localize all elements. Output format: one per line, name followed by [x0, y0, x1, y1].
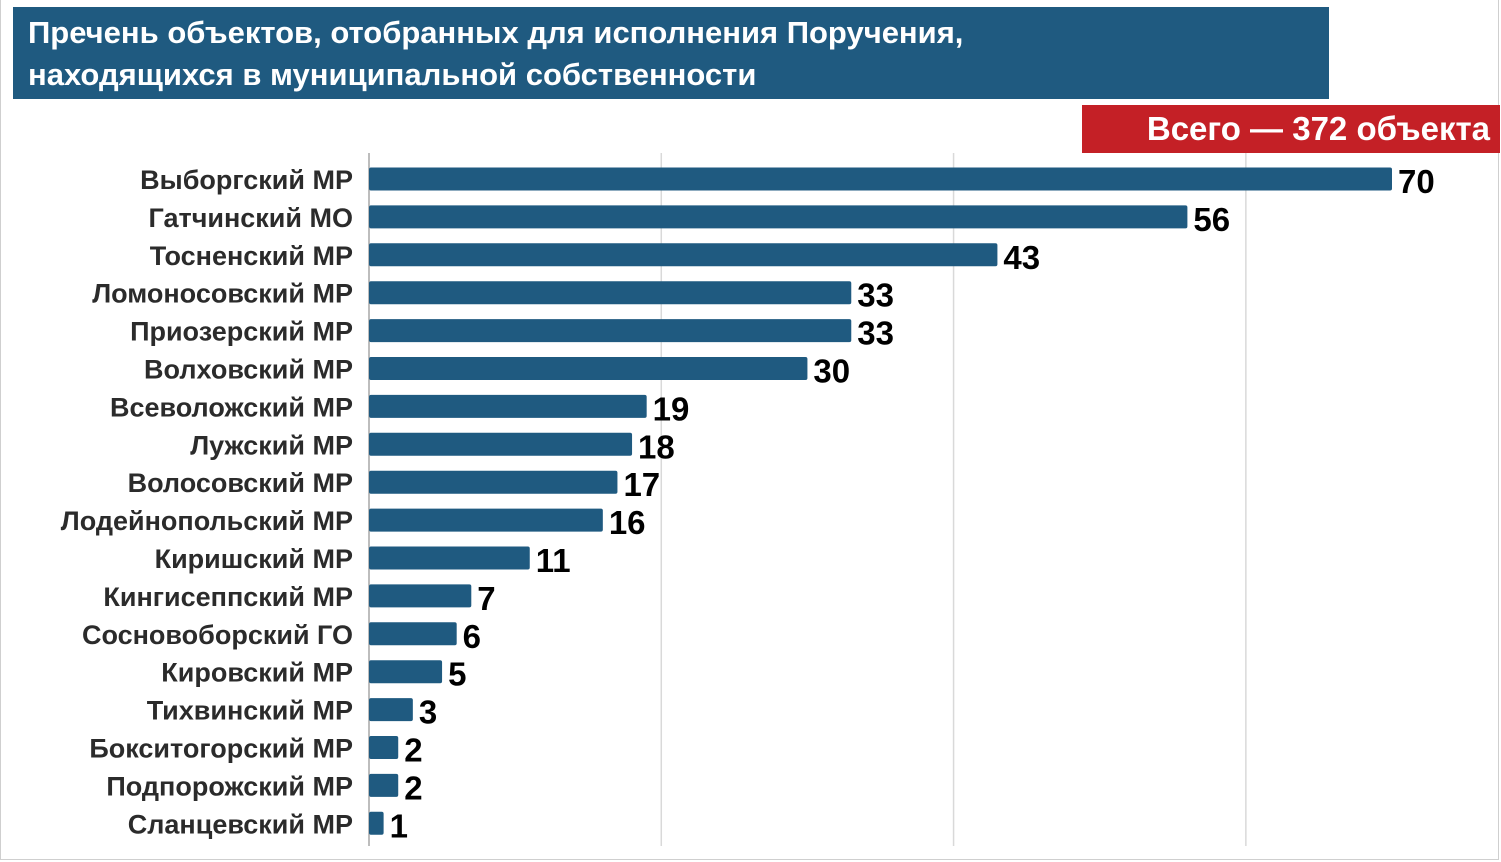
bar	[369, 736, 399, 759]
category-label: Подпорожский МР	[106, 771, 353, 801]
value-label: 6	[463, 618, 481, 655]
category-label: Тихвинский МР	[147, 696, 353, 726]
category-label: Сосновоборский ГО	[82, 620, 353, 650]
category-label: Кировский МР	[161, 658, 353, 688]
category-label: Киришский МР	[155, 544, 353, 574]
category-label: Бокситогорский МР	[89, 734, 353, 764]
title-banner: Пречень объектов, отобранных для исполне…	[13, 7, 1329, 99]
bar	[369, 281, 852, 305]
bar	[369, 773, 399, 797]
value-label: 19	[653, 390, 690, 427]
bar	[369, 357, 808, 380]
bar	[369, 811, 384, 835]
category-label: Гатчинский МО	[149, 203, 354, 233]
page-title-line-1: Пречень объектов, отобранных для исполне…	[28, 15, 964, 50]
total-count-badge: Всего — 372 объекта	[1082, 105, 1500, 153]
category-label: Лодейнопольский МР	[61, 506, 353, 536]
value-label: 16	[609, 504, 646, 541]
value-label: 33	[857, 277, 894, 314]
category-label: Кингисеппский МР	[103, 582, 353, 612]
value-label: 18	[638, 428, 675, 465]
bar	[369, 508, 603, 532]
value-label: 11	[536, 542, 571, 579]
bar	[369, 432, 633, 456]
value-label: 30	[813, 353, 850, 390]
bar	[369, 584, 472, 608]
value-label: 7	[477, 580, 495, 617]
page-title-line-2: находящихся в муниципальной собственност…	[28, 57, 757, 92]
bar	[369, 319, 852, 343]
bar	[369, 660, 443, 684]
category-label: Всеволожский МР	[110, 392, 353, 422]
value-label: 33	[857, 315, 894, 352]
bar	[369, 698, 413, 722]
value-label: 17	[623, 466, 660, 503]
value-label: 43	[1003, 239, 1040, 276]
bar	[369, 622, 457, 646]
bar	[369, 546, 530, 570]
value-label: 2	[404, 769, 422, 806]
bar	[369, 470, 618, 494]
category-label: Волосовский МР	[128, 468, 353, 498]
value-label: 5	[448, 656, 466, 693]
category-label: Ломоносовский МР	[92, 279, 353, 309]
value-label: 1	[390, 807, 408, 844]
category-label: Выборгский МР	[140, 165, 353, 195]
category-label: Волховский МР	[144, 355, 353, 385]
bar	[369, 167, 1392, 191]
value-label: 3	[419, 694, 437, 731]
category-label: Лужский МР	[190, 430, 353, 460]
value-label: 2	[404, 732, 422, 769]
category-label: Приозерский МР	[130, 317, 353, 347]
bar	[369, 205, 1188, 229]
value-label: 70	[1398, 163, 1435, 200]
category-label: Сланцевский МР	[128, 809, 353, 839]
bar	[369, 243, 998, 267]
value-label: 56	[1193, 201, 1230, 238]
category-label: Тосненский МР	[150, 241, 353, 271]
bar	[369, 394, 647, 418]
